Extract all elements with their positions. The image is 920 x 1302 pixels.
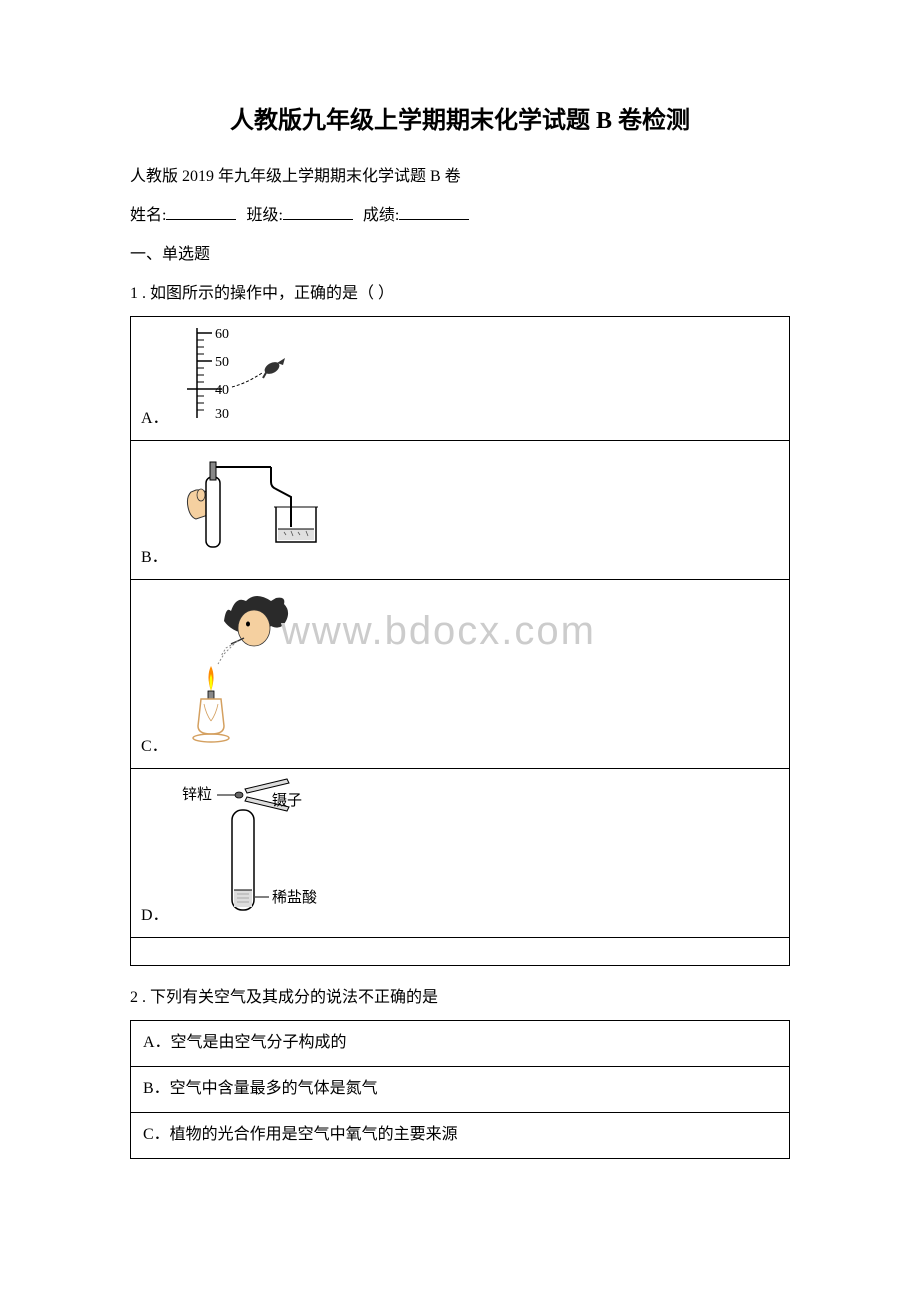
- q2-option-c: C．植物的光合作用是空气中氧气的主要来源: [131, 1112, 790, 1158]
- option-b-label: B．: [141, 544, 168, 573]
- q2-text: 2 . 下列有关空气及其成分的说法不正确的是: [130, 984, 790, 1013]
- form-line: 姓名: 班级: 成绩:: [130, 202, 790, 231]
- option-a-cell: A． 60 50 40: [131, 317, 790, 441]
- score-field[interactable]: [399, 219, 469, 220]
- option-c-cell: www.bdocx.com C．: [131, 579, 790, 768]
- diagram-b: [176, 447, 356, 573]
- tick-50: 50: [215, 355, 229, 370]
- q1-options-table: A． 60 50 40: [130, 316, 790, 965]
- diagram-a: 60 50 40 30: [177, 323, 317, 434]
- zinc-label: 锌粒: [182, 786, 212, 803]
- class-label: 班级:: [246, 207, 282, 224]
- class-field[interactable]: [283, 219, 353, 220]
- diagram-d: 锌粒 镊子 稀盐酸: [177, 775, 377, 931]
- tick-60: 60: [215, 327, 229, 342]
- option-b-cell: B．: [131, 441, 790, 580]
- tick-40: 40: [215, 383, 229, 398]
- empty-row: [131, 937, 790, 965]
- section-header: 一、单选题: [130, 241, 790, 270]
- option-a-label: A．: [141, 405, 169, 434]
- option-c-label: C．: [141, 733, 168, 762]
- score-label: 成绩:: [363, 207, 399, 224]
- acid-label: 稀盐酸: [272, 889, 317, 906]
- tweezers-label: 镊子: [272, 792, 302, 809]
- name-label: 姓名:: [130, 207, 166, 224]
- q1-text: 1 . 如图所示的操作中，正确的是（ ）: [130, 280, 790, 309]
- watermark-text: www.bdocx.com: [281, 595, 596, 667]
- option-d-cell: D． 锌粒 镊子: [131, 768, 790, 937]
- tick-30: 30: [215, 407, 229, 422]
- option-d-label: D．: [141, 902, 169, 931]
- q2-option-b: B．空气中含量最多的气体是氮气: [131, 1067, 790, 1113]
- name-field[interactable]: [166, 219, 236, 220]
- subtitle: 人教版 2019 年九年级上学期期末化学试题 B 卷: [130, 163, 790, 192]
- q2-options-table: A．空气是由空气分子构成的 B．空气中含量最多的气体是氮气 C．植物的光合作用是…: [130, 1020, 790, 1158]
- page-title: 人教版九年级上学期期末化学试题 B 卷检测: [130, 100, 790, 143]
- q2-option-a: A．空气是由空气分子构成的: [131, 1021, 790, 1067]
